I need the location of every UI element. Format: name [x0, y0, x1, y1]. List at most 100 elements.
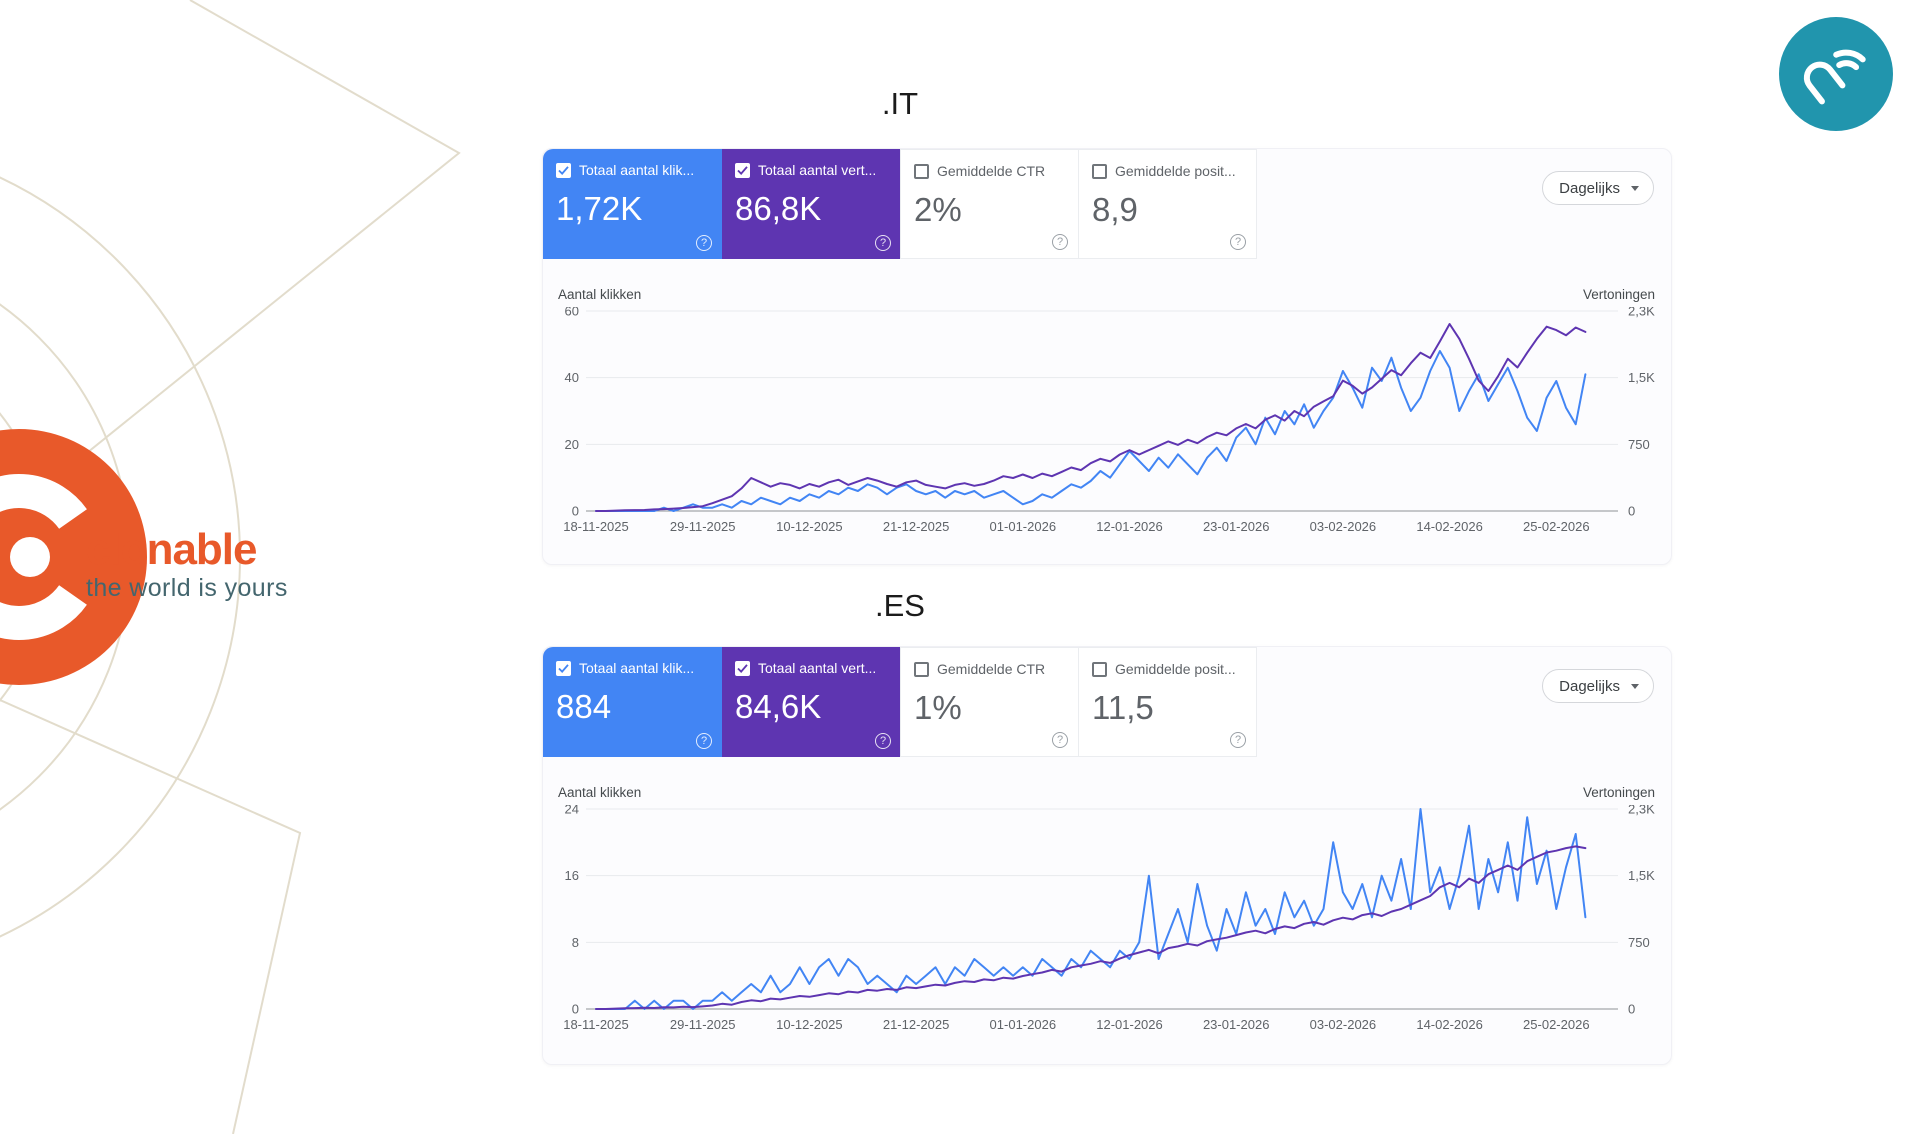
svg-text:14-02-2026: 14-02-2026	[1416, 519, 1483, 534]
checkbox-checked-icon[interactable]	[735, 660, 750, 676]
metric-cards: Totaal aantal klik... 1,72K ? Totaal aan…	[543, 149, 1257, 259]
svg-text:01-01-2026: 01-01-2026	[990, 1017, 1057, 1032]
checkbox-unchecked-icon[interactable]	[1092, 661, 1107, 677]
svg-text:21-12-2025: 21-12-2025	[883, 519, 950, 534]
decor-chevron-top	[0, 0, 461, 524]
section-title-it: .IT	[881, 86, 919, 121]
metric-card-label: Totaal aantal klik...	[579, 660, 695, 676]
decor-chevron-bottom	[0, 699, 302, 1134]
svg-text:25-02-2026: 25-02-2026	[1523, 519, 1590, 534]
partner-logo-glyph	[1803, 49, 1866, 105]
svg-text:01-01-2026: 01-01-2026	[990, 519, 1057, 534]
clonable-tagline: the world is yours	[86, 574, 288, 603]
svg-text:1,5K: 1,5K	[1628, 370, 1655, 385]
left-axis-title: Aantal klikken	[558, 287, 642, 302]
performance-chart-it: 0 0 20 750 40 1,5K 60 2,3K 18-11-2025 29-11-2025 1…	[543, 304, 1671, 547]
help-icon[interactable]: ?	[696, 235, 712, 251]
help-icon[interactable]: ?	[1052, 234, 1068, 250]
svg-text:750: 750	[1628, 935, 1650, 950]
svg-text:0: 0	[572, 1002, 579, 1017]
checkbox-checked-icon[interactable]	[556, 660, 571, 676]
checkbox-unchecked-icon[interactable]	[914, 661, 929, 677]
metric-card-value: 8,9	[1092, 191, 1138, 228]
performance-chart-es: 0 0 8 750 16 1,5K 24 2,3K 18-11-2025 29-11-2025 10…	[543, 802, 1671, 1045]
metric-card-value: 884	[556, 688, 612, 725]
svg-text:40: 40	[565, 370, 579, 385]
metric-card-total-clicks[interactable]: Totaal aantal klik... 1,72K ?	[543, 149, 722, 259]
metric-card-label: Totaal aantal vert...	[758, 162, 877, 178]
svg-text:0: 0	[1628, 1002, 1635, 1017]
metric-card-value: 2%	[914, 191, 962, 228]
help-icon[interactable]: ?	[1052, 732, 1068, 748]
svg-text:23-01-2026: 23-01-2026	[1203, 519, 1270, 534]
svg-text:60: 60	[565, 307, 579, 319]
svg-text:03-02-2026: 03-02-2026	[1310, 1017, 1377, 1032]
metric-card-label: Totaal aantal klik...	[579, 162, 695, 178]
svg-text:1,5K: 1,5K	[1628, 868, 1655, 883]
svg-text:24: 24	[565, 805, 579, 817]
metric-card-label: Totaal aantal vert...	[758, 660, 877, 676]
svg-text:18-11-2025: 18-11-2025	[563, 1017, 629, 1032]
checkbox-unchecked-icon[interactable]	[914, 163, 929, 179]
metric-card-value: 1,72K	[556, 190, 643, 227]
svg-text:25-02-2026: 25-02-2026	[1523, 1017, 1590, 1032]
clonable-wordmark: clonable	[86, 525, 257, 574]
search-console-panel-it: Totaal aantal klik... 1,72K ? Totaal aan…	[542, 148, 1672, 565]
help-icon[interactable]: ?	[696, 733, 712, 749]
clonable-logo: clonable the world is yours	[86, 525, 288, 603]
metric-cards: Totaal aantal klik... 884 ? Totaal aanta…	[543, 647, 1257, 757]
metric-card-label: Gemiddelde CTR	[937, 661, 1046, 677]
metric-card-label: Gemiddelde CTR	[937, 163, 1046, 179]
metric-card-average-ctr[interactable]: Gemiddelde CTR 2% ?	[900, 149, 1079, 259]
granularity-dropdown[interactable]: Dagelijks	[1542, 171, 1654, 205]
metric-card-label: Gemiddelde posit...	[1115, 661, 1236, 677]
section-title-es: .ES	[875, 588, 925, 623]
svg-text:21-12-2025: 21-12-2025	[883, 1017, 950, 1032]
svg-text:10-12-2025: 10-12-2025	[776, 519, 843, 534]
metric-card-total-impressions[interactable]: Totaal aantal vert... 84,6K ?	[722, 647, 901, 757]
svg-text:12-01-2026: 12-01-2026	[1096, 1017, 1163, 1032]
granularity-label: Dagelijks	[1559, 179, 1620, 197]
granularity-dropdown[interactable]: Dagelijks	[1542, 669, 1654, 703]
metric-card-average-position[interactable]: Gemiddelde posit... 8,9 ?	[1078, 149, 1257, 259]
metric-card-value: 11,5	[1092, 689, 1154, 726]
metric-card-total-impressions[interactable]: Totaal aantal vert... 86,8K ?	[722, 149, 901, 259]
right-axis-title: Vertoningen	[1582, 287, 1655, 302]
svg-text:2,3K: 2,3K	[1628, 805, 1655, 817]
metric-card-total-clicks[interactable]: Totaal aantal klik... 884 ?	[543, 647, 722, 757]
left-axis-title: Aantal klikken	[558, 785, 642, 800]
granularity-label: Dagelijks	[1559, 677, 1620, 695]
svg-text:0: 0	[1628, 504, 1635, 519]
help-icon[interactable]: ?	[875, 733, 891, 749]
svg-text:8: 8	[572, 935, 579, 950]
svg-text:03-02-2026: 03-02-2026	[1310, 519, 1377, 534]
svg-text:14-02-2026: 14-02-2026	[1416, 1017, 1483, 1032]
svg-text:2,3K: 2,3K	[1628, 307, 1655, 319]
svg-text:12-01-2026: 12-01-2026	[1096, 519, 1163, 534]
chevron-down-icon	[1631, 683, 1639, 689]
svg-text:20: 20	[565, 437, 579, 452]
metric-card-value: 86,8K	[735, 190, 822, 227]
svg-text:0: 0	[572, 504, 579, 519]
svg-text:29-11-2025: 29-11-2025	[670, 1017, 736, 1032]
checkbox-unchecked-icon[interactable]	[1092, 163, 1107, 179]
metric-card-value: 1%	[914, 689, 962, 726]
metric-card-average-ctr[interactable]: Gemiddelde CTR 1% ?	[900, 647, 1079, 757]
metric-card-label: Gemiddelde posit...	[1115, 163, 1236, 179]
help-icon[interactable]: ?	[875, 235, 891, 251]
right-axis-title: Vertoningen	[1582, 785, 1655, 800]
checkbox-checked-icon[interactable]	[556, 162, 571, 178]
chevron-down-icon	[1631, 185, 1639, 191]
help-icon[interactable]: ?	[1230, 234, 1246, 250]
svg-text:16: 16	[565, 868, 579, 883]
svg-text:18-11-2025: 18-11-2025	[563, 519, 629, 534]
svg-text:23-01-2026: 23-01-2026	[1203, 1017, 1270, 1032]
checkbox-checked-icon[interactable]	[735, 162, 750, 178]
metric-card-average-position[interactable]: Gemiddelde posit... 11,5 ?	[1078, 647, 1257, 757]
search-console-panel-es: Totaal aantal klik... 884 ? Totaal aanta…	[542, 646, 1672, 1065]
svg-text:10-12-2025: 10-12-2025	[776, 1017, 843, 1032]
help-icon[interactable]: ?	[1230, 732, 1246, 748]
decor-arc-outer	[0, 176, 241, 938]
svg-text:29-11-2025: 29-11-2025	[670, 519, 736, 534]
metric-card-value: 84,6K	[735, 688, 822, 725]
